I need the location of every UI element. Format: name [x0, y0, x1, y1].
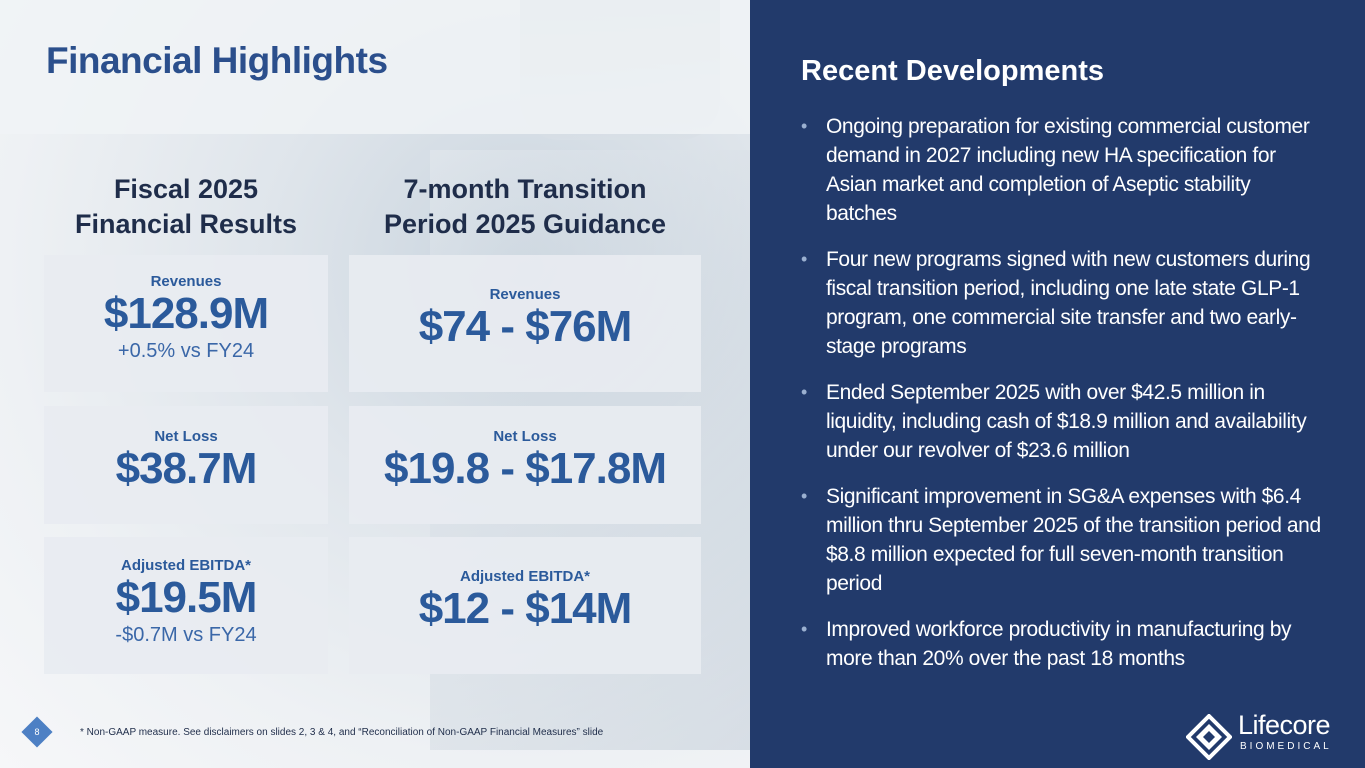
bullet-text: Ongoing preparation for existing commerc… — [826, 115, 1310, 225]
list-item: • Improved workforce productivity in manu… — [801, 615, 1321, 673]
metric-value: $128.9M — [103, 289, 269, 338]
list-item: • Ongoing preparation for existing commer… — [801, 112, 1321, 228]
bullet-text: Significant improvement in SG&A expenses… — [826, 485, 1321, 595]
bullet-text: Improved workforce productivity in manuf… — [826, 618, 1292, 670]
logo-subtitle: BIOMEDICAL — [1240, 741, 1332, 752]
column-heading-fiscal: Fiscal 2025 Financial Results — [36, 172, 336, 242]
metric-label: Adjusted EBITDA* — [459, 568, 590, 585]
metric-card-ebitda-fy25: Adjusted EBITDA* $19.5M -$0.7M vs FY24 — [44, 537, 328, 674]
metric-change: +0.5% vs FY24 — [117, 340, 255, 362]
page-title: Financial Highlights — [46, 40, 388, 81]
metric-card-netloss-fy25: Net Loss $38.7M — [44, 406, 328, 524]
bullet-icon: • — [801, 116, 807, 136]
metric-change: -$0.7M vs FY24 — [115, 624, 257, 646]
bullet-icon: • — [801, 619, 807, 639]
metric-value: $38.7M — [115, 444, 258, 493]
bullet-text: Four new programs signed with new custom… — [826, 248, 1311, 358]
metric-label: Adjusted EBITDA* — [120, 557, 251, 574]
bullet-icon: • — [801, 249, 807, 269]
list-item: • Four new programs signed with new custo… — [801, 245, 1321, 361]
bullet-icon: • — [801, 382, 807, 402]
column-heading-line: 7-month Transition — [403, 174, 647, 204]
footnote: * Non-GAAP measure. See disclaimers on s… — [80, 727, 604, 738]
bullet-list: • Ongoing preparation for existing commer… — [801, 112, 1321, 690]
metric-value: $74 - $76M — [418, 302, 633, 351]
metric-label: Revenues — [150, 273, 222, 290]
section-title: Recent Developments — [801, 55, 1104, 87]
list-item: • Ended September 2025 with over $42.5 mi… — [801, 378, 1321, 465]
metric-card-revenues-guidance: Revenues $74 - $76M — [349, 255, 701, 392]
list-item: • Significant improvement in SG&A expense… — [801, 482, 1321, 598]
metric-card-ebitda-guidance: Adjusted EBITDA* $12 - $14M — [349, 537, 701, 674]
bullet-text: Ended September 2025 with over $42.5 mil… — [826, 381, 1307, 462]
title-band — [0, 0, 750, 134]
metric-value: $12 - $14M — [418, 584, 633, 633]
company-logo: Lifecore BIOMEDICAL — [1186, 710, 1351, 760]
metric-card-netloss-guidance: Net Loss $19.8 - $17.8M — [349, 406, 701, 524]
column-heading-line: Period 2025 Guidance — [383, 209, 667, 239]
right-panel: Recent Developments • Ongoing preparation… — [750, 0, 1365, 768]
column-heading-guidance: 7-month Transition Period 2025 Guidance — [349, 172, 701, 242]
metric-value: $19.5M — [115, 573, 258, 622]
metric-label: Net Loss — [154, 428, 218, 445]
column-heading-line: Fiscal 2025 — [113, 174, 259, 204]
metric-label: Revenues — [489, 286, 561, 303]
lifecore-diamond-icon — [1186, 714, 1232, 760]
bullet-icon: • — [801, 486, 807, 506]
metric-value: $19.8 - $17.8M — [384, 444, 667, 493]
metric-card-revenues-fy25: Revenues $128.9M +0.5% vs FY24 — [44, 255, 328, 392]
column-heading-line: Financial Results — [74, 209, 298, 239]
logo-name: Lifecore — [1238, 710, 1331, 740]
page-number: 8 — [34, 727, 40, 737]
metric-label: Net Loss — [493, 428, 557, 445]
